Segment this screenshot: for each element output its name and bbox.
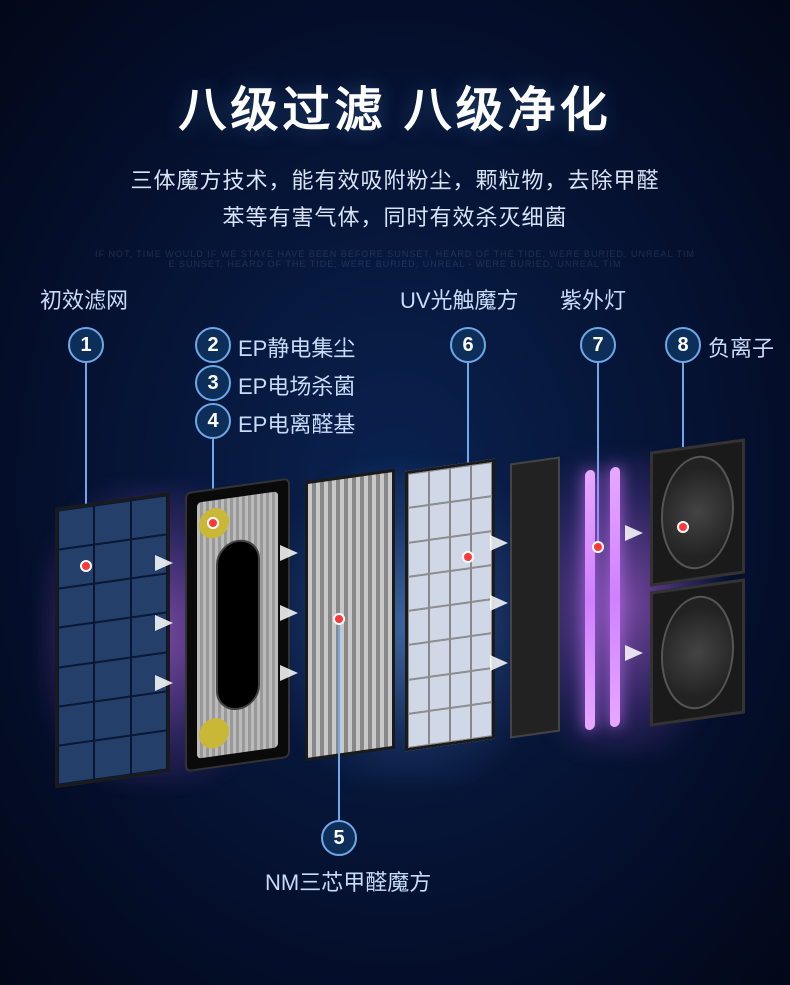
badge-7: 7	[580, 327, 616, 363]
subtitle-line2: 苯等有害气体，同时有效杀灭细菌	[222, 205, 567, 230]
layer-6-uv-photocube	[405, 459, 495, 752]
airflow-arrow-icon	[280, 665, 298, 681]
connector-5	[338, 625, 340, 820]
dot-234	[207, 517, 219, 529]
fan-top	[650, 438, 745, 586]
exploded-diagram: 初效滤网 UV光触魔方 紫外灯 1 2 EP静电集尘 3 EP电场杀菌 4 EP…	[0, 275, 790, 955]
layer-5-nm-cube	[305, 469, 395, 762]
fan-bottom	[650, 578, 745, 726]
layer-2-ep-module	[185, 478, 290, 773]
dot-6	[462, 551, 474, 563]
label-uv-lamp: 紫外灯	[560, 283, 626, 315]
badge-3: 3	[195, 365, 231, 401]
subtitle: 三体魔方技术，能有效吸附粉尘，颗粒物，去除甲醛 苯等有害气体，同时有效杀灭细菌	[0, 162, 790, 237]
uv-tube-1	[585, 469, 595, 730]
text-4: EP电离醛基	[238, 407, 355, 439]
airflow-arrow-icon	[155, 555, 173, 571]
subtitle-line1: 三体魔方技术，能有效吸附粉尘，颗粒物，去除甲醛	[130, 168, 659, 193]
text-8: 负离子	[708, 331, 774, 363]
airflow-arrow-icon	[280, 605, 298, 621]
badge-6: 6	[450, 327, 486, 363]
uv-tube-2	[610, 466, 620, 727]
airflow-arrow-icon	[155, 615, 173, 631]
airflow-arrow-icon	[155, 675, 173, 691]
label-prefilter: 初效滤网	[40, 283, 128, 315]
layer-dark-panel	[510, 456, 560, 738]
badge-5: 5	[321, 820, 357, 856]
header: 八级过滤 八级净化 三体魔方技术，能有效吸附粉尘，颗粒物，去除甲醛 苯等有害气体…	[0, 0, 790, 269]
layer-1-prefilter	[55, 492, 170, 788]
airflow-arrow-icon	[280, 545, 298, 561]
airflow-arrow-icon	[490, 535, 508, 551]
badge-1: 1	[68, 327, 104, 363]
airflow-arrow-icon	[490, 595, 508, 611]
label-uv-cube: UV光触魔方	[400, 283, 519, 315]
badge-2: 2	[195, 327, 231, 363]
airflow-arrow-icon	[625, 525, 643, 541]
airflow-arrow-icon	[625, 645, 643, 661]
dot-1	[80, 560, 92, 572]
text-2: EP静电集尘	[238, 331, 355, 363]
label-nm-cube: NM三芯甲醛魔方	[265, 865, 431, 897]
faint-text: IF NOT, TIME WOULD IF WE STAYE HAVE BEEN…	[0, 249, 790, 269]
dot-7	[592, 541, 604, 553]
main-title: 八级过滤 八级净化	[0, 70, 790, 140]
airflow-arrow-icon	[490, 655, 508, 671]
dot-5	[333, 613, 345, 625]
badge-4: 4	[195, 403, 231, 439]
text-3: EP电场杀菌	[238, 369, 355, 401]
badge-8: 8	[665, 327, 701, 363]
dot-8	[677, 521, 689, 533]
